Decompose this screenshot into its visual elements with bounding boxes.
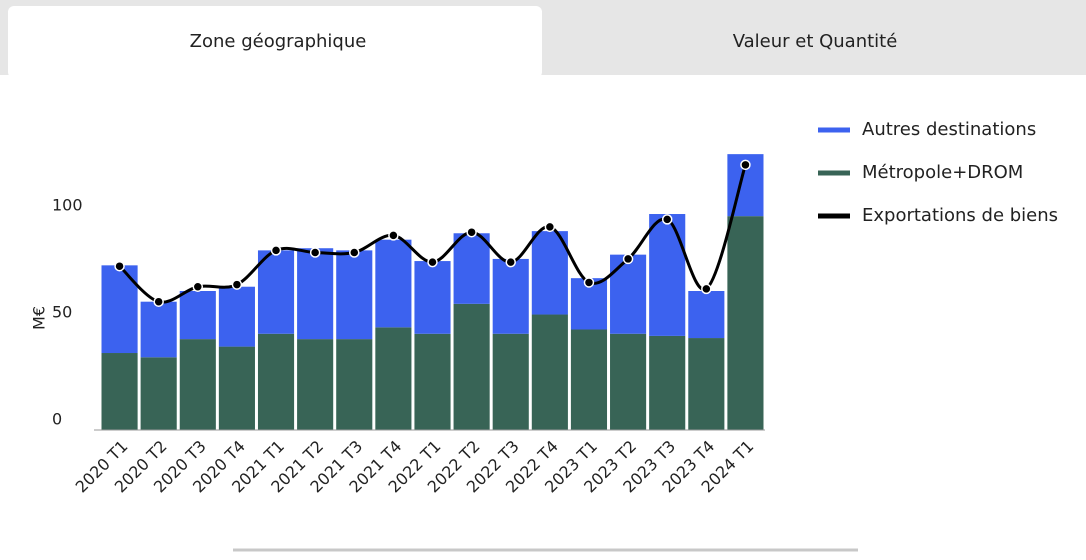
bar	[375, 327, 412, 430]
bar	[179, 339, 216, 430]
bar	[414, 261, 451, 334]
point	[661, 214, 673, 225]
point	[114, 260, 125, 272]
legend-label: Métropole+DROM	[862, 162, 1023, 183]
bar	[531, 314, 568, 430]
tab-active[interactable]	[8, 6, 542, 78]
point	[192, 281, 204, 292]
point	[622, 253, 634, 265]
bar	[610, 254, 647, 334]
bar	[140, 357, 177, 430]
bar	[531, 231, 568, 315]
point	[349, 247, 360, 258]
bar	[336, 250, 373, 340]
bar	[492, 333, 529, 430]
point	[583, 277, 595, 288]
bar	[570, 329, 608, 430]
y-tick-label: 50	[52, 303, 72, 322]
tab-label[interactable]: Zone géographique	[190, 31, 367, 52]
point	[388, 230, 399, 241]
bar	[101, 353, 138, 430]
point	[544, 221, 556, 233]
bar	[453, 303, 490, 430]
bar	[297, 339, 334, 430]
bar	[688, 338, 725, 430]
bar	[649, 214, 686, 336]
bar	[649, 335, 686, 430]
bar	[218, 286, 255, 347]
bar	[140, 301, 177, 358]
bar	[218, 346, 255, 430]
y-tick-label: 100	[52, 196, 83, 215]
legend-label: Autres destinations	[862, 119, 1036, 140]
bar	[688, 291, 725, 339]
legend-label: Exportations de biens	[862, 205, 1058, 226]
bar	[257, 250, 295, 334]
point	[505, 256, 516, 268]
bar	[179, 291, 216, 340]
point	[270, 245, 282, 256]
bar	[727, 216, 764, 430]
bar	[297, 248, 334, 340]
tab-label[interactable]: Valeur et Quantité	[733, 31, 898, 52]
bar	[492, 258, 529, 334]
y-tick-label: 0	[52, 410, 62, 429]
point	[740, 159, 751, 171]
bar	[336, 339, 373, 430]
bar	[414, 333, 451, 430]
y-axis-label: M€	[30, 306, 49, 330]
point	[427, 256, 438, 268]
bar	[453, 233, 490, 304]
point	[701, 283, 712, 295]
point	[153, 296, 164, 307]
bar	[610, 333, 647, 430]
point	[466, 226, 477, 238]
bar	[375, 239, 412, 328]
point	[231, 279, 243, 290]
bar	[257, 333, 295, 430]
point	[309, 247, 321, 258]
